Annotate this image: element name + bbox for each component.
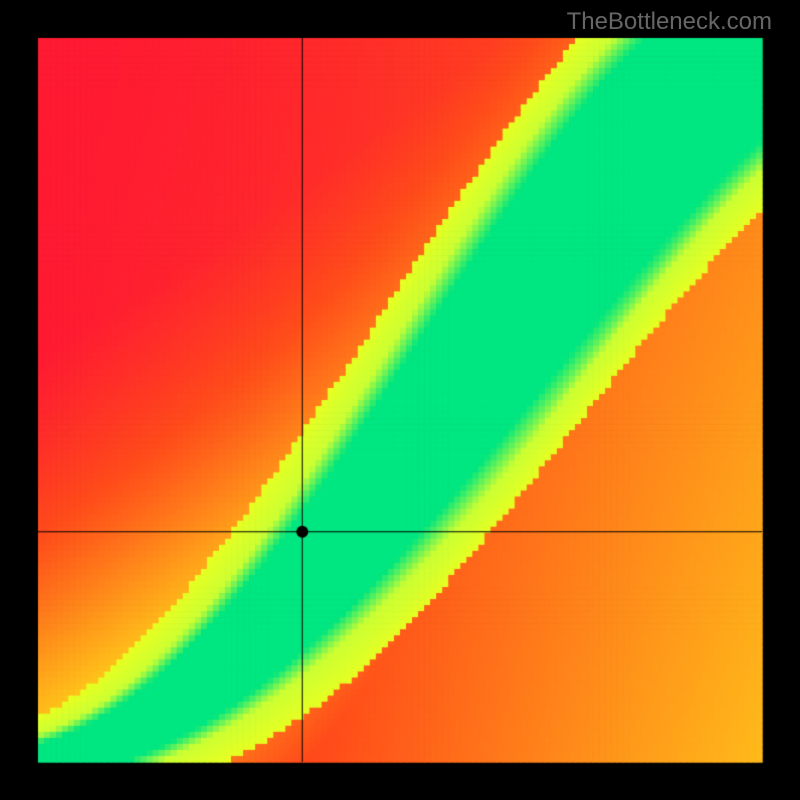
watermark-label: TheBottleneck.com	[567, 8, 772, 36]
bottleneck-heatmap	[0, 0, 800, 800]
